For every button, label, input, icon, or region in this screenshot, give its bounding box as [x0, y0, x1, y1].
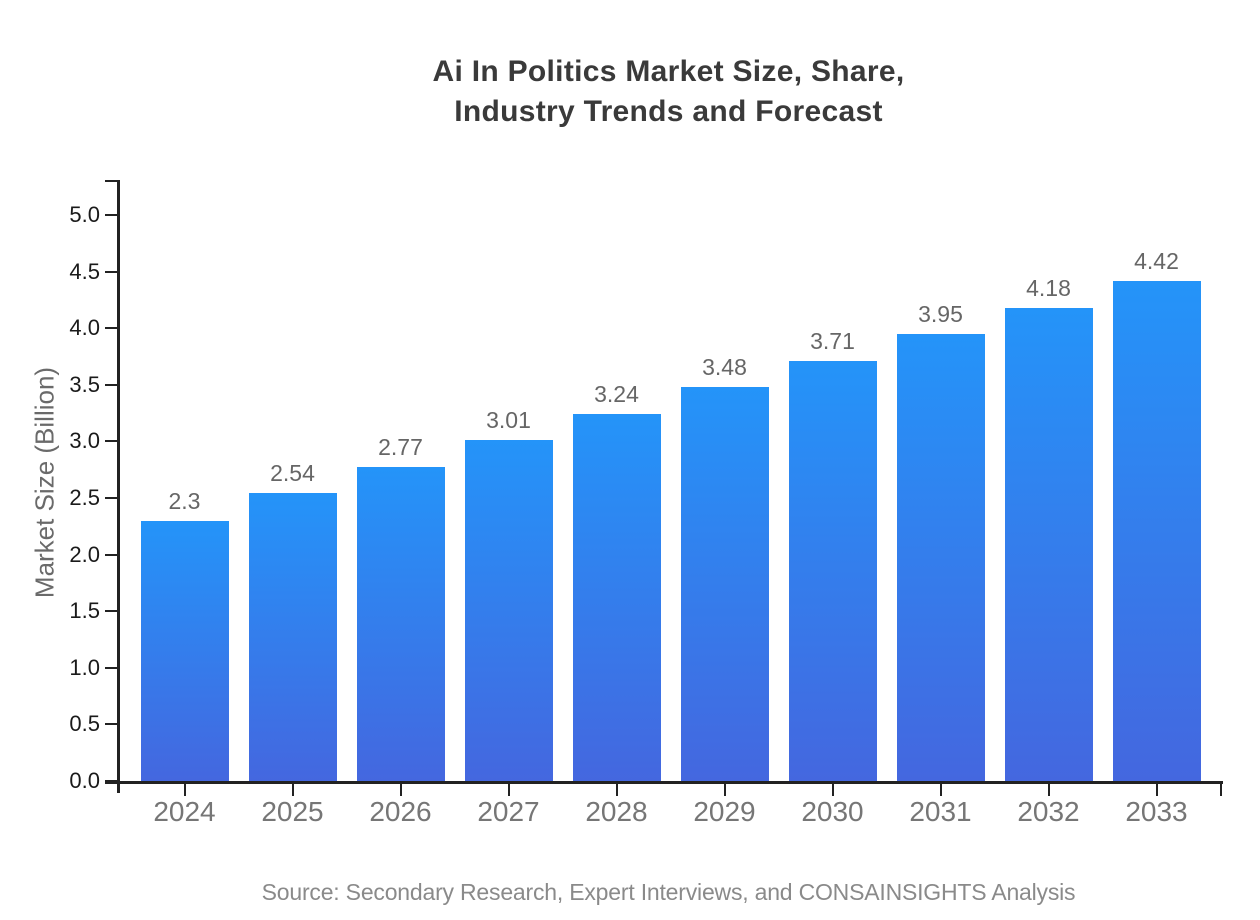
- bar-2032: [1004, 308, 1093, 781]
- x-tick-label: 2031: [909, 796, 972, 827]
- y-tick-label: 3.0: [69, 428, 100, 453]
- source-text: Source: Secondary Research, Expert Inter…: [261, 879, 1076, 905]
- y-tick-label: 2.5: [69, 485, 100, 510]
- y-tick-mark: [105, 384, 117, 386]
- y-tick-mark: [105, 723, 117, 725]
- bar-2025: [248, 493, 337, 781]
- bar-2026: [356, 467, 445, 781]
- bar-value-label: 4.18: [1026, 275, 1071, 301]
- bar-value-label: 3.01: [486, 407, 531, 433]
- x-tick-label: 2024: [153, 796, 216, 827]
- bar-2028: [572, 414, 661, 781]
- bar-2027: [464, 440, 553, 781]
- y-tick-label: 4.0: [69, 315, 100, 340]
- bar-2029: [680, 387, 769, 781]
- y-tick-mark: [105, 497, 117, 499]
- y-tick-mark: [105, 667, 117, 669]
- y-axis-line: [117, 180, 120, 793]
- bar-value-label: 3.48: [702, 354, 747, 380]
- y-tick-label: 0.0: [69, 768, 100, 793]
- y-tick-label: 5.0: [69, 202, 100, 227]
- y-tick-label: 3.5: [69, 372, 100, 397]
- y-tick-label: 4.5: [69, 259, 100, 284]
- x-tick-mark: [183, 784, 186, 796]
- y-tick-mark: [105, 271, 117, 273]
- bar-value-label: 3.24: [594, 381, 639, 407]
- y-tick-label: 1.0: [69, 655, 100, 680]
- x-tick-label: 2029: [693, 796, 756, 827]
- x-axis-line: [105, 781, 1223, 784]
- chart-title: Ai In Politics Market Size, Share, Indus…: [432, 55, 905, 128]
- bar-value-label: 3.71: [810, 328, 855, 354]
- bar-value-label: 4.42: [1134, 248, 1179, 274]
- bar-value-label: 3.95: [918, 301, 963, 327]
- y-tick-mark: [105, 214, 117, 216]
- bar-value-label: 2.54: [270, 460, 315, 486]
- y-tick-mark: [105, 610, 117, 612]
- x-axis-end-cap: [1220, 784, 1222, 796]
- x-tick-mark: [399, 784, 402, 796]
- x-tick-mark: [615, 784, 618, 796]
- x-tick-mark: [1155, 784, 1158, 796]
- x-tick-mark: [831, 784, 834, 796]
- y-tick-mark: [105, 327, 117, 329]
- bar-2024: [140, 521, 229, 781]
- bar-value-label: 2.77: [378, 434, 423, 460]
- x-tick-label: 2030: [801, 796, 864, 827]
- bar-2033: [1112, 281, 1201, 781]
- y-tick-mark: [105, 554, 117, 556]
- x-tick-label: 2026: [369, 796, 432, 827]
- y-tick-label: 0.5: [69, 711, 100, 736]
- bar-2031: [896, 334, 985, 781]
- x-tick-mark: [723, 784, 726, 796]
- x-tick-label: 2025: [261, 796, 324, 827]
- x-tick-mark: [507, 784, 510, 796]
- y-axis-end-cap: [105, 180, 117, 182]
- bar-2030: [788, 361, 877, 781]
- y-tick-mark: [105, 440, 117, 442]
- x-tick-label: 2032: [1017, 796, 1080, 827]
- x-tick-mark: [1047, 784, 1050, 796]
- y-tick-label: 1.5: [69, 598, 100, 623]
- x-tick-label: 2033: [1125, 796, 1188, 827]
- bar-value-label: 2.3: [168, 488, 201, 514]
- x-tick-label: 2028: [585, 796, 648, 827]
- x-tick-mark: [291, 784, 294, 796]
- y-tick-label: 2.0: [69, 542, 100, 567]
- x-tick-label: 2027: [477, 796, 540, 827]
- x-tick-mark: [939, 784, 942, 796]
